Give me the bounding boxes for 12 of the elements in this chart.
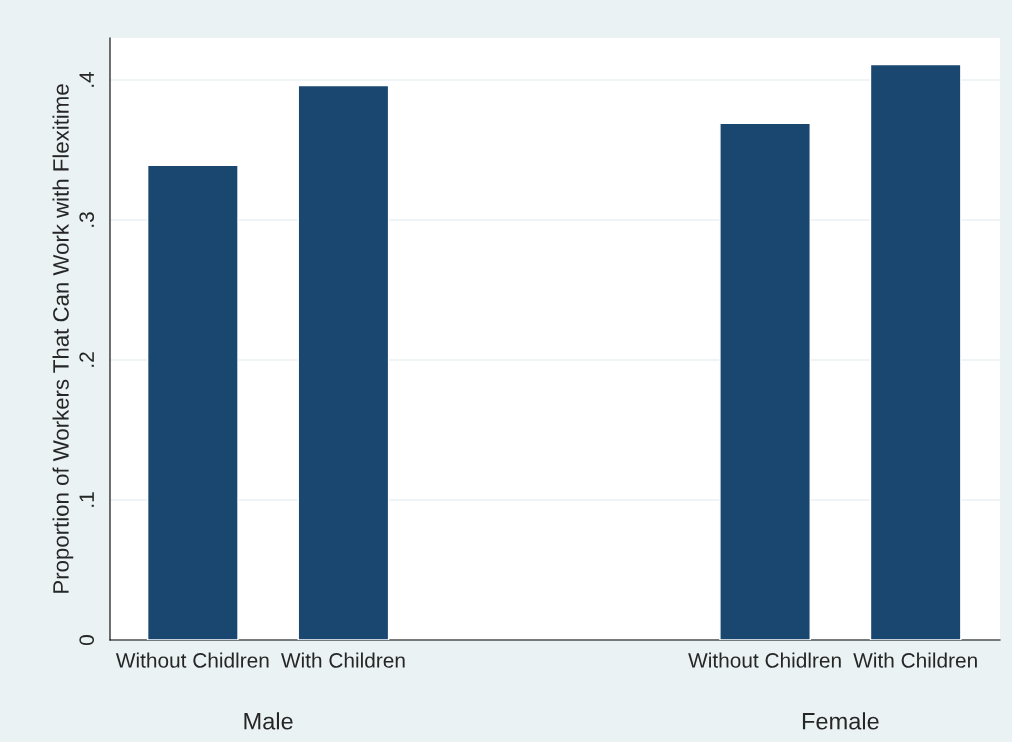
x-tick-label: Without Chidlren xyxy=(115,652,269,668)
y-tick-label: .2 xyxy=(79,352,94,367)
text: Male xyxy=(244,712,293,730)
y-tick-label: .1 xyxy=(79,492,94,507)
y-axis-title: Proportion of Workers That Can Work with Flexitime xyxy=(52,84,74,593)
y-tick-label: .4 xyxy=(79,71,94,87)
text: Female xyxy=(802,712,879,730)
x-tick-label: Without Chidlren xyxy=(688,652,841,668)
x-tick-label: With Children xyxy=(280,652,405,668)
y-tick-label: 0 xyxy=(79,635,95,645)
y-tick-label: .3 xyxy=(79,212,95,227)
x-tick-label: With Children xyxy=(853,652,977,668)
